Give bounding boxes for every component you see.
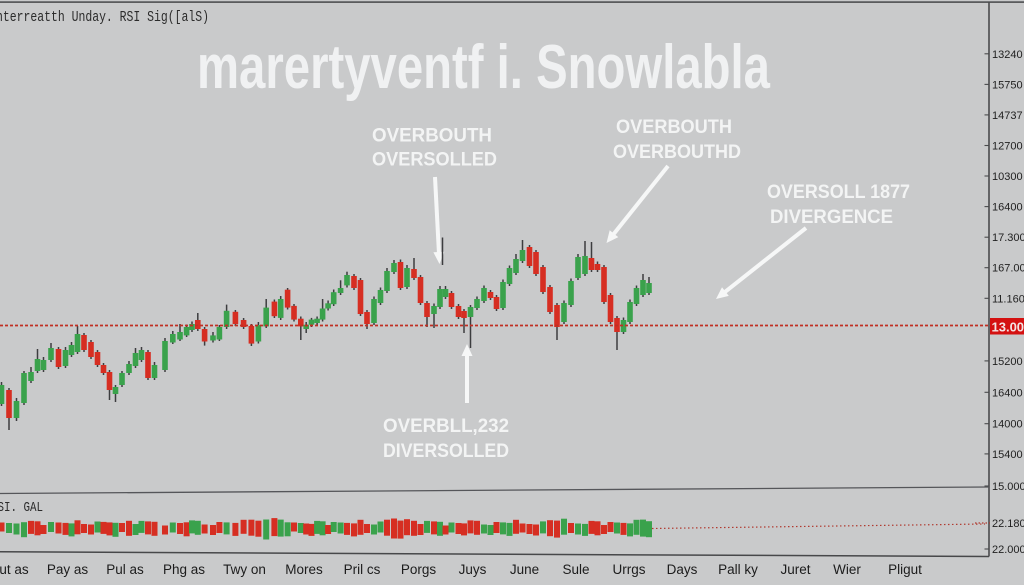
svg-text:DIVERSOLLED: DIVERSOLLED <box>383 441 509 462</box>
svg-text:10300: 10300 <box>992 171 1023 183</box>
svg-text:Juys: Juys <box>459 562 487 577</box>
svg-text:Twy on: Twy on <box>223 562 266 577</box>
svg-text:13.00: 13.00 <box>992 320 1024 335</box>
svg-text:Wier: Wier <box>833 562 861 577</box>
svg-text:15.000: 15.000 <box>992 481 1024 493</box>
svg-text:Juret: Juret <box>780 562 810 577</box>
svg-text:16400: 16400 <box>992 202 1023 214</box>
svg-text:13240: 13240 <box>992 49 1023 61</box>
svg-text:Pul as: Pul as <box>106 562 144 577</box>
svg-text:22.180: 22.180 <box>992 518 1024 530</box>
svg-text:RSI. GAL: RSI. GAL <box>0 500 43 516</box>
svg-text:Days: Days <box>667 562 698 577</box>
svg-text:14000: 14000 <box>992 419 1023 431</box>
svg-text:15400: 15400 <box>992 449 1023 461</box>
svg-text:15200: 15200 <box>992 356 1023 368</box>
svg-text:June: June <box>510 562 539 577</box>
svg-text:22.000: 22.000 <box>992 544 1024 556</box>
svg-text:OVERBLL,232: OVERBLL,232 <box>383 416 509 437</box>
svg-text:167.00: 167.00 <box>992 263 1024 275</box>
svg-text:OVERBOUTH: OVERBOUTH <box>372 126 492 147</box>
svg-text:Sule: Sule <box>562 562 589 577</box>
svg-text:Urrgs: Urrgs <box>613 562 646 577</box>
svg-text:DIVERGENCE: DIVERGENCE <box>770 207 893 228</box>
svg-text:Pligut: Pligut <box>888 562 922 577</box>
svg-text:marertyventf i. Snowlabla: marertyventf i. Snowlabla <box>197 33 770 102</box>
svg-text:Mores: Mores <box>285 562 323 577</box>
svg-text:17.300: 17.300 <box>992 232 1024 244</box>
svg-text:Porgs: Porgs <box>401 562 437 577</box>
svg-text:Phg as: Phg as <box>163 562 205 577</box>
svg-text:16400: 16400 <box>992 387 1023 399</box>
svg-text:nterreatth Unday. RSI Sig([alS: nterreatth Unday. RSI Sig([alS) <box>0 9 209 26</box>
svg-text:OVERSOLLED: OVERSOLLED <box>372 150 497 171</box>
svg-text:OVERSOLL 1877: OVERSOLL 1877 <box>767 182 910 203</box>
svg-text:Pall ky: Pall ky <box>718 562 758 577</box>
svg-text:14737: 14737 <box>992 110 1023 122</box>
svg-text:Pril cs: Pril cs <box>344 562 381 577</box>
svg-text:Pay as: Pay as <box>47 562 89 577</box>
svg-text:OVERBOUTHD: OVERBOUTHD <box>613 142 741 163</box>
svg-text:OVERBOUTH: OVERBOUTH <box>616 117 732 138</box>
svg-text:ut as: ut as <box>0 562 29 577</box>
svg-text:11.160: 11.160 <box>992 293 1024 305</box>
svg-text:12700: 12700 <box>992 141 1023 153</box>
svg-text:15750: 15750 <box>992 79 1023 91</box>
